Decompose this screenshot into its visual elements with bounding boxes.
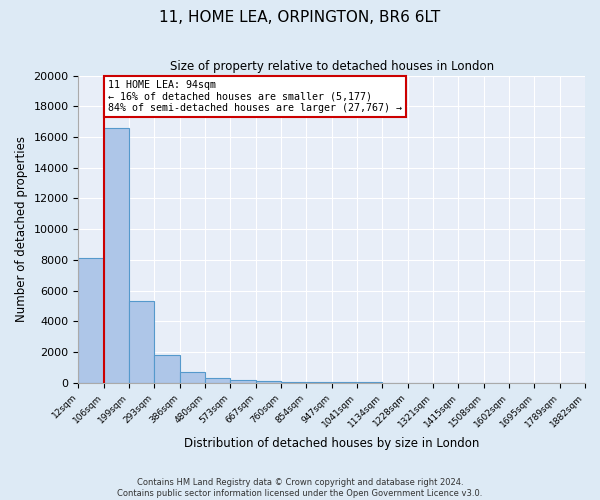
Title: Size of property relative to detached houses in London: Size of property relative to detached ho… (170, 60, 494, 73)
Bar (256, 382, 281, 383)
Text: 11 HOME LEA: 94sqm
← 16% of detached houses are smaller (5,177)
84% of semi-deta: 11 HOME LEA: 94sqm ← 16% of detached hou… (107, 80, 401, 114)
Bar (79, 258, 104, 383)
Text: 11, HOME LEA, ORPINGTON, BR6 6LT: 11, HOME LEA, ORPINGTON, BR6 6LT (160, 10, 440, 25)
Bar (104, 128, 129, 383)
X-axis label: Distribution of detached houses by size in London: Distribution of detached houses by size … (184, 437, 479, 450)
Bar (129, 302, 154, 383)
Bar (154, 355, 180, 383)
Bar (205, 378, 230, 383)
Bar (230, 380, 256, 383)
Y-axis label: Number of detached properties: Number of detached properties (15, 136, 28, 322)
Bar (281, 382, 307, 383)
Text: Contains HM Land Registry data © Crown copyright and database right 2024.
Contai: Contains HM Land Registry data © Crown c… (118, 478, 482, 498)
Bar (180, 372, 205, 383)
Bar (307, 382, 332, 383)
